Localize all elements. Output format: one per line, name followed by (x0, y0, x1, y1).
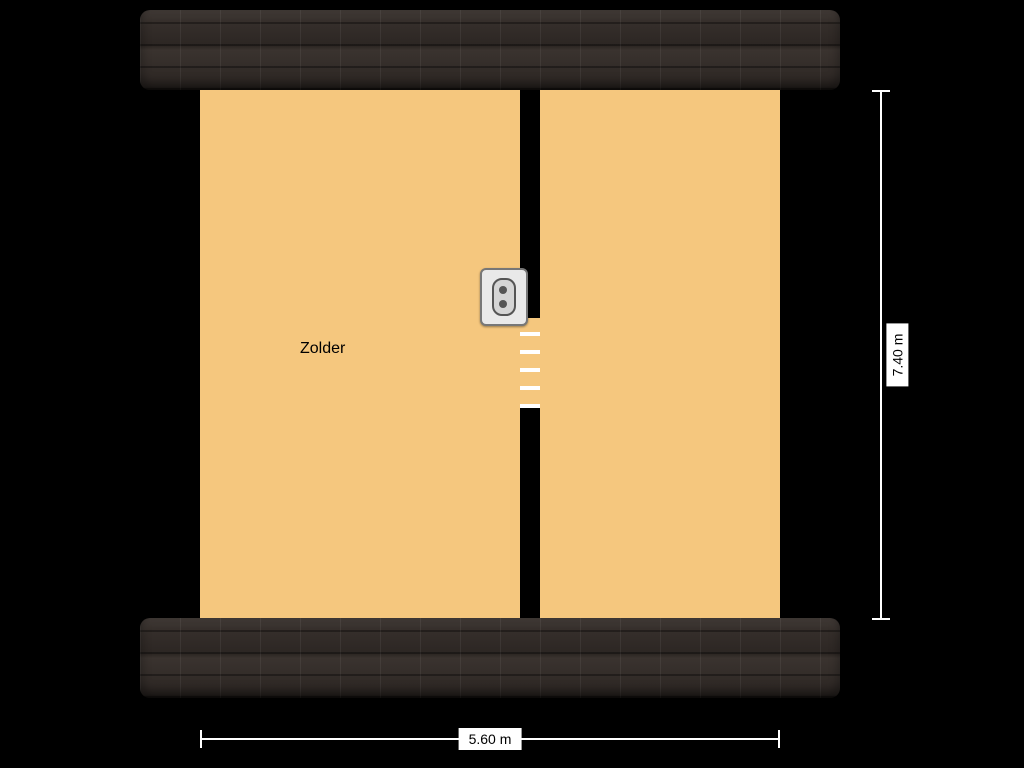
dimension-tick (200, 730, 202, 748)
dimension-height: 7.40 m (860, 90, 900, 620)
floorplan-canvas: Zolder 7.40 m 5.60 m (0, 0, 1024, 768)
boiler-fixture (480, 268, 528, 326)
dimension-width: 5.60 m (200, 718, 780, 758)
boiler-indicator-icon (499, 286, 507, 294)
roof-bottom (140, 618, 840, 698)
wall-opening (520, 318, 540, 408)
boiler-indicator-icon (499, 300, 507, 308)
dimension-width-label: 5.60 m (459, 728, 522, 750)
dimension-tick (778, 730, 780, 748)
dimension-tick (872, 90, 890, 92)
roof-top (140, 10, 840, 90)
dimension-height-label: 7.40 m (886, 324, 908, 387)
room-panel-right (540, 90, 780, 620)
room-label: Zolder (300, 340, 345, 358)
boiler-tank-icon (492, 278, 516, 316)
dimension-line (880, 90, 882, 620)
room-panel-left (200, 90, 520, 620)
dimension-tick (872, 618, 890, 620)
